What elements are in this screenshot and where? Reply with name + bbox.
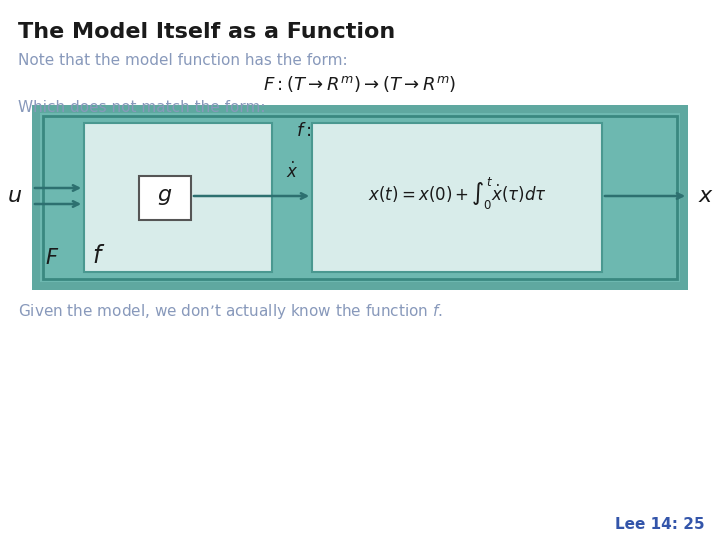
- Text: Lee 14: 25: Lee 14: 25: [616, 517, 705, 532]
- Text: $\dot{x}$: $\dot{x}$: [286, 162, 298, 182]
- Text: $x(t) = x(0) + \int_0^t \dot{x}(\tau)d\tau$: $x(t) = x(0) + \int_0^t \dot{x}(\tau)d\t…: [368, 176, 546, 212]
- Text: $f:R^m \times T \rightarrow R^m$: $f:R^m \times T \rightarrow R^m$: [296, 122, 424, 140]
- Bar: [139, 176, 191, 220]
- Text: $g$: $g$: [158, 185, 173, 207]
- Text: Which does not match the form:: Which does not match the form:: [18, 100, 266, 115]
- Text: Given the model, we don’t actually know the function $f$.: Given the model, we don’t actually know …: [18, 302, 443, 321]
- Bar: [312, 123, 602, 272]
- Text: $F$: $F$: [45, 248, 59, 268]
- Bar: [84, 123, 272, 272]
- Text: $u$: $u$: [7, 185, 22, 207]
- Bar: [40, 113, 680, 282]
- Bar: [43, 116, 677, 279]
- Text: Note that the model function has the form:: Note that the model function has the for…: [18, 53, 348, 68]
- Bar: [32, 105, 688, 290]
- Text: $f$: $f$: [92, 245, 105, 268]
- Text: $x$: $x$: [698, 185, 714, 207]
- Text: $F:(T \rightarrow R^m) \rightarrow (T \rightarrow R^m)$: $F:(T \rightarrow R^m) \rightarrow (T \r…: [264, 74, 456, 94]
- Text: The Model Itself as a Function: The Model Itself as a Function: [18, 22, 395, 42]
